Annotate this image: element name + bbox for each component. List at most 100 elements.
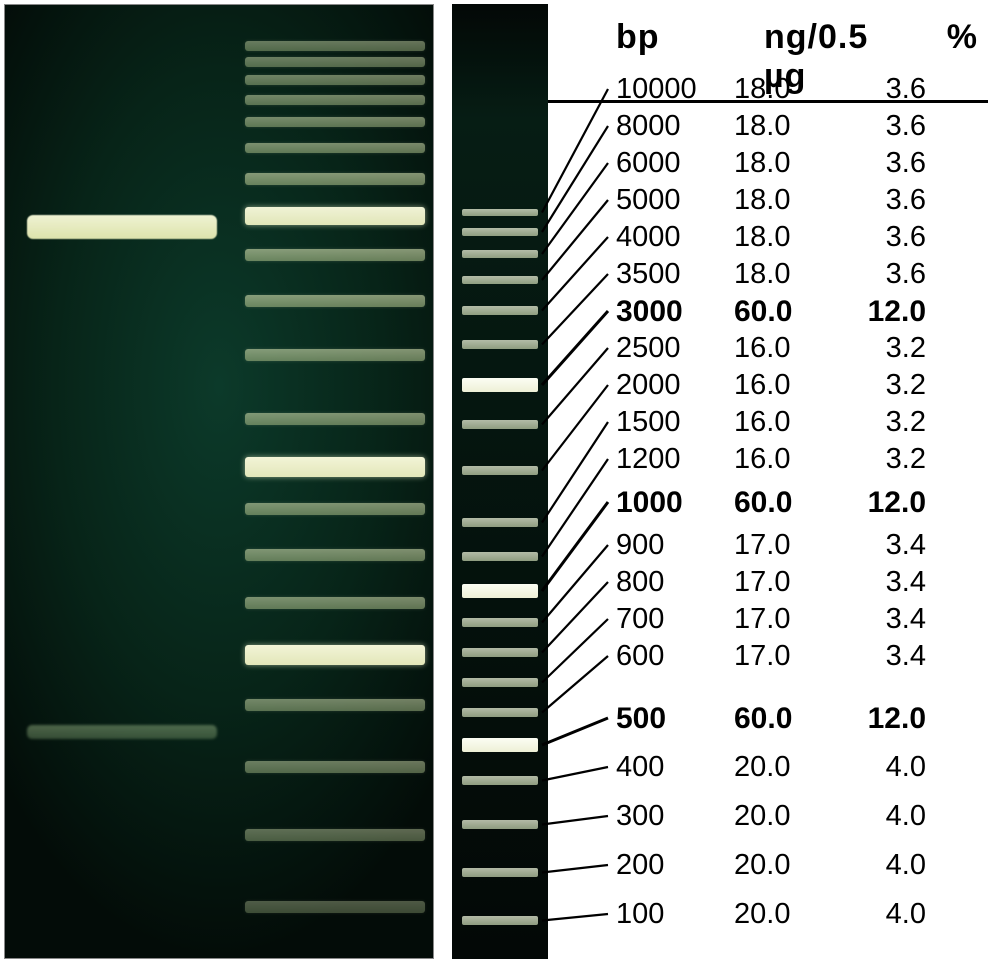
figure-container: bp ng/0.5 µg % 1000018.03.6800018.03.660… (0, 0, 1000, 963)
reference-ladder-band (462, 378, 538, 392)
pct-value: 3.2 (830, 369, 926, 402)
ladder-size-row: 20020.04.0 (548, 849, 926, 882)
ng-value: 18.0 (734, 110, 830, 143)
ladder-band (245, 249, 425, 261)
reference-ladder-band (462, 228, 538, 236)
reference-ladder-band (462, 584, 538, 598)
bp-value: 3500 (616, 258, 734, 291)
pct-value: 4.0 (830, 898, 926, 931)
reference-ladder-band (462, 708, 538, 717)
ng-value: 16.0 (734, 332, 830, 365)
reference-panel: bp ng/0.5 µg % 1000018.03.6800018.03.660… (452, 4, 988, 959)
ladder-band (245, 597, 425, 609)
pct-value: 4.0 (830, 800, 926, 833)
reference-ladder-band (462, 738, 538, 752)
ladder-size-row: 400018.03.6 (548, 221, 926, 254)
pct-value: 3.2 (830, 332, 926, 365)
reference-ladder-band (462, 276, 538, 284)
bp-value: 600 (616, 640, 734, 673)
reference-ladder-band (462, 552, 538, 561)
ladder-size-row: 200016.03.2 (548, 369, 926, 402)
reference-ladder-band (462, 820, 538, 829)
bp-value: 500 (616, 702, 734, 736)
bp-value: 100 (616, 898, 734, 931)
ladder-size-row: 350018.03.6 (548, 258, 926, 291)
ladder-size-row: 800018.03.6 (548, 110, 926, 143)
sample-band (27, 215, 217, 239)
ladder-size-row: 40020.04.0 (548, 751, 926, 784)
ng-value: 18.0 (734, 147, 830, 180)
pct-value: 3.2 (830, 443, 926, 476)
pct-value: 3.6 (830, 258, 926, 291)
bp-value: 1200 (616, 443, 734, 476)
pct-value: 12.0 (830, 702, 926, 736)
bp-value: 1500 (616, 406, 734, 439)
reference-ladder-band (462, 518, 538, 527)
bp-value: 4000 (616, 221, 734, 254)
ladder-band (245, 901, 425, 913)
ladder-size-row: 50060.012.0 (548, 702, 926, 736)
ladder-size-row: 60017.03.4 (548, 640, 926, 673)
pct-value: 3.6 (830, 73, 926, 106)
bp-value: 1000 (616, 486, 734, 520)
bp-value: 200 (616, 849, 734, 882)
ng-value: 18.0 (734, 73, 830, 106)
ladder-size-row: 250016.03.2 (548, 332, 926, 365)
pct-value: 3.6 (830, 221, 926, 254)
bp-value: 10000 (616, 73, 734, 106)
ng-value: 60.0 (734, 702, 830, 736)
reference-ladder-band (462, 916, 538, 925)
ladder-band (245, 173, 425, 185)
ladder-band (245, 413, 425, 425)
ladder-size-row: 500018.03.6 (548, 184, 926, 217)
pct-value: 3.2 (830, 406, 926, 439)
bp-value: 2000 (616, 369, 734, 402)
ladder-band (245, 41, 425, 51)
ladder-band (245, 207, 425, 225)
reference-ladder-band (462, 618, 538, 627)
ladder-size-row: 300060.012.0 (548, 295, 926, 329)
ladder-size-row: 90017.03.4 (548, 529, 926, 562)
reference-ladder-band (462, 648, 538, 657)
bp-value: 8000 (616, 110, 734, 143)
ladder-size-row: 80017.03.4 (548, 566, 926, 599)
ng-value: 17.0 (734, 603, 830, 636)
ng-value: 17.0 (734, 529, 830, 562)
sample-gel (4, 4, 434, 959)
ladder-band (245, 699, 425, 711)
ladder-band (245, 549, 425, 561)
ng-value: 20.0 (734, 800, 830, 833)
pct-value: 3.4 (830, 529, 926, 562)
reference-ladder-band (462, 466, 538, 475)
ng-value: 16.0 (734, 443, 830, 476)
bp-value: 5000 (616, 184, 734, 217)
reference-ladder-band (462, 776, 538, 785)
pct-value: 4.0 (830, 751, 926, 784)
pct-value: 3.6 (830, 184, 926, 217)
pct-value: 4.0 (830, 849, 926, 882)
ladder-band (245, 57, 425, 67)
reference-ladder-band (462, 678, 538, 687)
bp-value: 400 (616, 751, 734, 784)
bp-value: 3000 (616, 295, 734, 329)
ladder-band (245, 503, 425, 515)
pct-value: 3.4 (830, 640, 926, 673)
sample-band (27, 725, 217, 739)
ladder-band (245, 457, 425, 477)
ng-value: 18.0 (734, 258, 830, 291)
ng-value: 16.0 (734, 406, 830, 439)
bp-value: 300 (616, 800, 734, 833)
ladder-band (245, 349, 425, 361)
pct-value: 12.0 (830, 295, 926, 329)
pct-value: 3.4 (830, 566, 926, 599)
reference-ladder-band (462, 868, 538, 877)
ladder-band (245, 117, 425, 127)
ng-value: 17.0 (734, 640, 830, 673)
bp-value: 2500 (616, 332, 734, 365)
ladder-size-row: 10020.04.0 (548, 898, 926, 931)
ladder-band (245, 95, 425, 105)
bp-value: 700 (616, 603, 734, 636)
ng-value: 20.0 (734, 751, 830, 784)
ladder-size-row: 120016.03.2 (548, 443, 926, 476)
ladder-size-row: 1000018.03.6 (548, 73, 926, 106)
